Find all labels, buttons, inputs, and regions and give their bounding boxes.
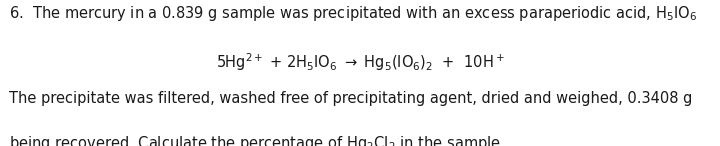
Text: 5Hg$^{2+}$ + 2H$_5$IO$_6$ $\rightarrow$ Hg$_5$(IO$_6$)$_2$  +  10H$^+$: 5Hg$^{2+}$ + 2H$_5$IO$_6$ $\rightarrow$ … [215, 51, 505, 73]
Text: being recovered. Calculate the percentage of Hg$_2$Cl$_2$ in the sample.: being recovered. Calculate the percentag… [9, 134, 505, 146]
Text: The precipitate was filtered, washed free of precipitating agent, dried and weig: The precipitate was filtered, washed fre… [9, 91, 692, 106]
Text: 6.  The mercury in a 0.839 g sample was precipitated with an excess paraperiodic: 6. The mercury in a 0.839 g sample was p… [9, 4, 697, 23]
